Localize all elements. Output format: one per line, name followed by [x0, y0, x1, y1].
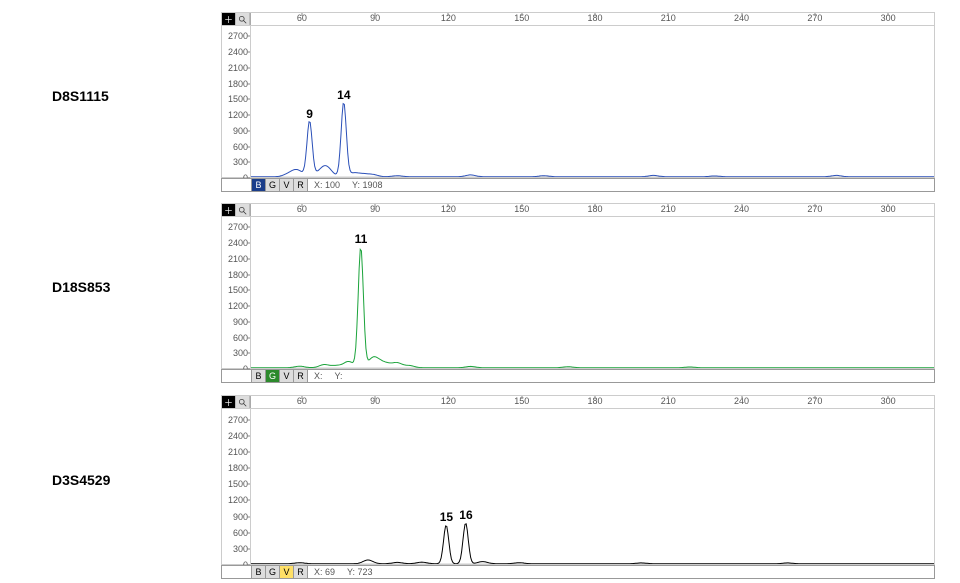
y-tick-label: 900: [233, 512, 248, 522]
y-tick-label: 1200: [228, 110, 248, 120]
panel-statusbar: BGVRX: 69Y: 723: [221, 565, 935, 579]
y-axis-ruler: 0300600900120015001800210024002700: [221, 217, 251, 369]
trace-chart[interactable]: 11: [251, 217, 935, 369]
peak-label: 15: [440, 510, 453, 524]
y-tick-label: 2400: [228, 431, 248, 441]
electropherogram-panel: ＋609012015018021024027030003006009001200…: [221, 395, 935, 579]
status-readout: Y: 723: [341, 566, 379, 578]
electropherogram-panel: ＋609012015018021024027030003006009001200…: [221, 203, 935, 383]
expand-button[interactable]: ＋: [222, 204, 236, 216]
status-readout: X:: [308, 370, 329, 382]
electropherogram-panel: ＋609012015018021024027030003006009001200…: [221, 12, 935, 192]
dye-channel-cell[interactable]: V: [280, 370, 294, 382]
panel-topbar: ＋ 6090120150180210240270300: [221, 203, 935, 217]
zoom-icon[interactable]: [236, 396, 250, 408]
y-tick-label: 1800: [228, 463, 248, 473]
dye-channel-cell[interactable]: G: [266, 370, 280, 382]
dye-channel-cell[interactable]: B: [252, 566, 266, 578]
y-tick-label: 900: [233, 317, 248, 327]
peak-label: 14: [337, 88, 350, 102]
dye-channel-cell[interactable]: R: [294, 179, 308, 191]
y-tick-label: 1200: [228, 301, 248, 311]
peak-label: 9: [306, 107, 313, 121]
y-tick-label: 2400: [228, 47, 248, 57]
expand-button[interactable]: ＋: [222, 13, 236, 25]
y-tick-label: 2100: [228, 63, 248, 73]
panel-statusbar: BGVRX:Y:: [221, 369, 935, 383]
peak-label: 16: [459, 508, 472, 522]
y-tick-label: 300: [233, 348, 248, 358]
dye-channel-cell[interactable]: R: [294, 566, 308, 578]
status-readout: X: 69: [308, 566, 341, 578]
dye-channel-cell[interactable]: V: [280, 179, 294, 191]
dye-channel-cell[interactable]: G: [266, 566, 280, 578]
panel-topbar: ＋ 6090120150180210240270300: [221, 12, 935, 26]
y-tick-label: 900: [233, 126, 248, 136]
plot-area: 0300600900120015001800210024002700914: [221, 26, 935, 178]
y-tick-label: 2400: [228, 238, 248, 248]
y-axis-ruler: 0300600900120015001800210024002700: [221, 26, 251, 178]
y-tick-label: 600: [233, 333, 248, 343]
trace-chart[interactable]: 1516: [251, 409, 935, 565]
dye-channel-cell[interactable]: B: [252, 370, 266, 382]
panel-statusbar: BGVRX: 100Y: 1908: [221, 178, 935, 192]
x-axis-ruler: 6090120150180210240270300: [250, 396, 934, 408]
y-tick-label: 1200: [228, 495, 248, 505]
status-readout: Y:: [329, 370, 349, 382]
y-tick-label: 600: [233, 142, 248, 152]
x-axis-ruler: 6090120150180210240270300: [250, 204, 934, 216]
dye-channel-cell[interactable]: R: [294, 370, 308, 382]
y-tick-label: 300: [233, 157, 248, 167]
y-tick-label: 2100: [228, 254, 248, 264]
y-tick-label: 1500: [228, 285, 248, 295]
y-tick-label: 300: [233, 544, 248, 554]
expand-button[interactable]: ＋: [222, 396, 236, 408]
y-tick-label: 2700: [228, 415, 248, 425]
plot-area: 030060090012001500180021002400270011: [221, 217, 935, 369]
panel-topbar: ＋ 6090120150180210240270300: [221, 395, 935, 409]
y-tick-label: 1800: [228, 270, 248, 280]
y-tick-label: 1800: [228, 79, 248, 89]
zoom-icon[interactable]: [236, 204, 250, 216]
trace-chart[interactable]: 9 14: [251, 26, 935, 178]
panel-label-p3: D3S4529: [52, 472, 110, 488]
y-tick-label: 600: [233, 528, 248, 538]
peak-label: 11: [355, 232, 368, 246]
status-readout: X: 100: [308, 179, 346, 191]
plot-area: 03006009001200150018002100240027001516: [221, 409, 935, 565]
y-tick-label: 1500: [228, 94, 248, 104]
y-axis-ruler: 0300600900120015001800210024002700: [221, 409, 251, 565]
y-tick-label: 1500: [228, 479, 248, 489]
zoom-icon[interactable]: [236, 13, 250, 25]
x-axis-ruler: 6090120150180210240270300: [250, 13, 934, 25]
y-tick-label: 2700: [228, 31, 248, 41]
dye-channel-cell[interactable]: V: [280, 566, 294, 578]
dye-channel-cell[interactable]: B: [252, 179, 266, 191]
dye-channel-cell[interactable]: G: [266, 179, 280, 191]
y-tick-label: 2100: [228, 447, 248, 457]
panel-label-p1: D8S1115: [52, 88, 109, 104]
panel-label-p2: D18S853: [52, 279, 110, 295]
y-tick-label: 2700: [228, 222, 248, 232]
status-readout: Y: 1908: [346, 179, 389, 191]
